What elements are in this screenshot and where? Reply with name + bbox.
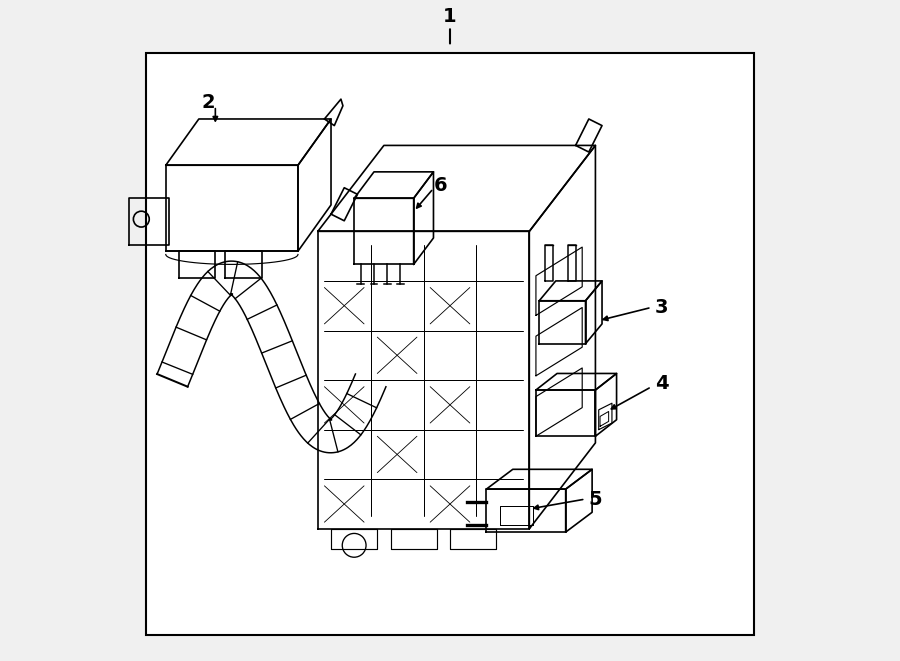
Text: 5: 5 [589, 490, 602, 508]
Text: 6: 6 [433, 176, 447, 194]
Text: 1: 1 [443, 7, 457, 26]
FancyBboxPatch shape [146, 53, 754, 635]
Text: 2: 2 [202, 93, 215, 112]
Text: 4: 4 [654, 374, 669, 393]
Text: 3: 3 [655, 298, 669, 317]
